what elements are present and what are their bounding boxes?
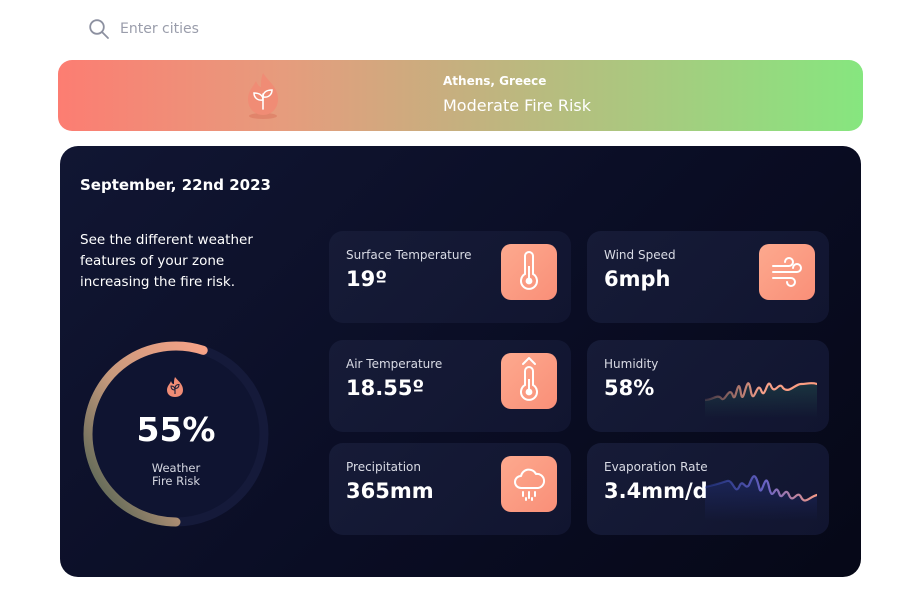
thermometer-up-icon (520, 357, 538, 401)
weather-card: September, 22nd 2023 See the different w… (60, 146, 861, 577)
intro-text: See the different weather features of yo… (80, 232, 253, 290)
wind-icon (772, 257, 802, 287)
fire-risk-gauge: 55% Weather Fire Risk (78, 336, 274, 532)
evaporation-wave-icon (705, 475, 817, 521)
fire-risk-banner: Athens, Greece Moderate Fire Risk (58, 60, 863, 131)
metric-air-temperature: Air Temperature 18.55º (329, 340, 571, 432)
thermometer-icon (520, 251, 538, 290)
search-input[interactable] (118, 20, 382, 38)
metric-wind-speed: Wind Speed 6mph (587, 231, 829, 323)
metric-humidity: Humidity 58% (587, 340, 829, 432)
rain-cloud-icon (514, 468, 546, 501)
search-icon (89, 19, 109, 39)
banner-risk-level: Moderate Fire Risk (443, 96, 591, 115)
gauge-label: Weather Fire Risk (151, 461, 201, 488)
date-heading: September, 22nd 2023 (80, 176, 271, 194)
metric-surface-temperature: Surface Temperature 19º (329, 231, 571, 323)
banner-location: Athens, Greece (443, 74, 547, 88)
flame-leaf-icon (248, 73, 278, 119)
metric-evaporation-rate: Evaporation Rate 3.4mm/d (587, 443, 829, 535)
search-bar[interactable] (88, 16, 388, 42)
gauge-progress-arc (83, 341, 208, 527)
humidity-wave-icon (705, 382, 817, 418)
flame-leaf-icon (167, 377, 183, 397)
gauge-value: 55% (136, 410, 216, 449)
metric-precipitation: Precipitation 365mm (329, 443, 571, 535)
